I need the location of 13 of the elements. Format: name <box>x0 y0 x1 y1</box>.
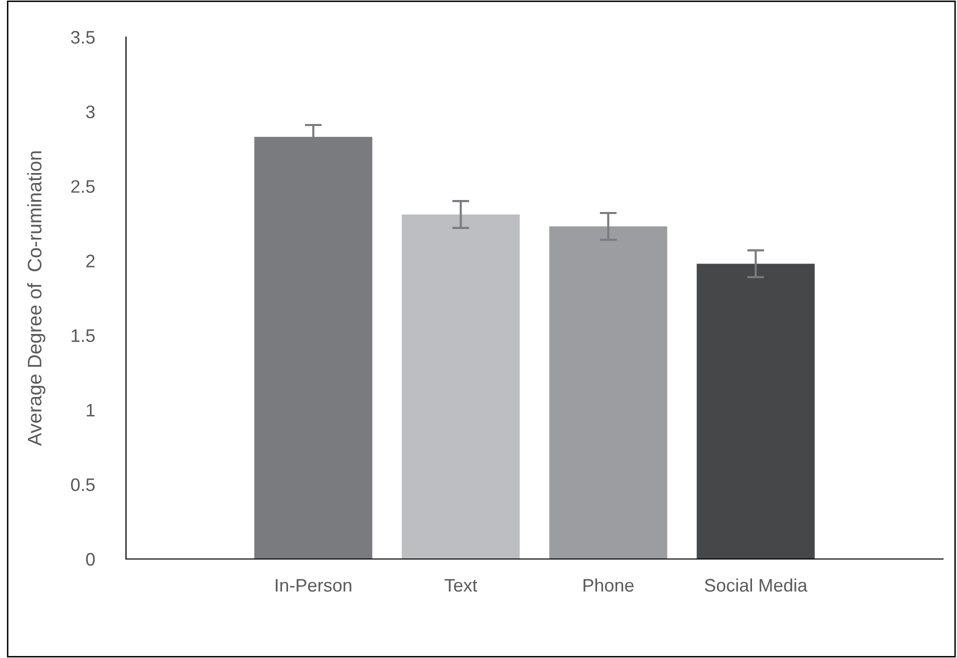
y-tick-label: 3.5 <box>71 30 95 44</box>
y-tick-label: 3 <box>86 106 95 118</box>
x-tick-label: Social Media <box>704 578 808 592</box>
y-tick-label: 0.5 <box>71 478 95 492</box>
y-tick-label: 1.5 <box>72 329 95 342</box>
y-tick-label: 0 <box>86 552 95 566</box>
y-tick-label: 2.5 <box>71 180 95 193</box>
x-tick-label: Phone <box>584 578 634 592</box>
y-tick-label: 1 <box>86 404 95 416</box>
y-axis-title: Average Degree of Co-rumination <box>27 151 46 446</box>
y-tick-label: 2 <box>86 254 95 268</box>
x-tick-label: Text <box>444 579 478 592</box>
x-tick-label: In-Person <box>276 579 352 592</box>
